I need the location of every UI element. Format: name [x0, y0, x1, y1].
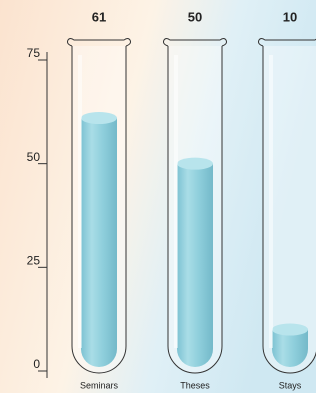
y-tick-label: 50 — [27, 150, 41, 164]
tube-glare — [174, 55, 178, 348]
liquid — [177, 164, 213, 367]
chart: 0 25 50 75 61 Seminars 50 Theses 10 Stays — [0, 0, 316, 393]
liquid — [81, 118, 117, 367]
y-tick-label: 75 — [27, 46, 41, 60]
x-tick-label: Theses — [180, 380, 210, 390]
y-tick-label: 0 — [33, 357, 40, 371]
liquid-surface — [177, 158, 213, 170]
liquid-surface — [81, 112, 117, 124]
value-label: 10 — [283, 9, 297, 24]
x-tick-label: Stays — [279, 380, 302, 390]
y-tick-label: 25 — [27, 254, 41, 268]
tube-glare — [269, 55, 273, 348]
liquid-surface — [272, 324, 308, 336]
value-label: 61 — [92, 9, 106, 24]
tube-glare — [78, 55, 82, 348]
value-label: 50 — [188, 9, 202, 24]
x-tick-label: Seminars — [80, 380, 119, 390]
